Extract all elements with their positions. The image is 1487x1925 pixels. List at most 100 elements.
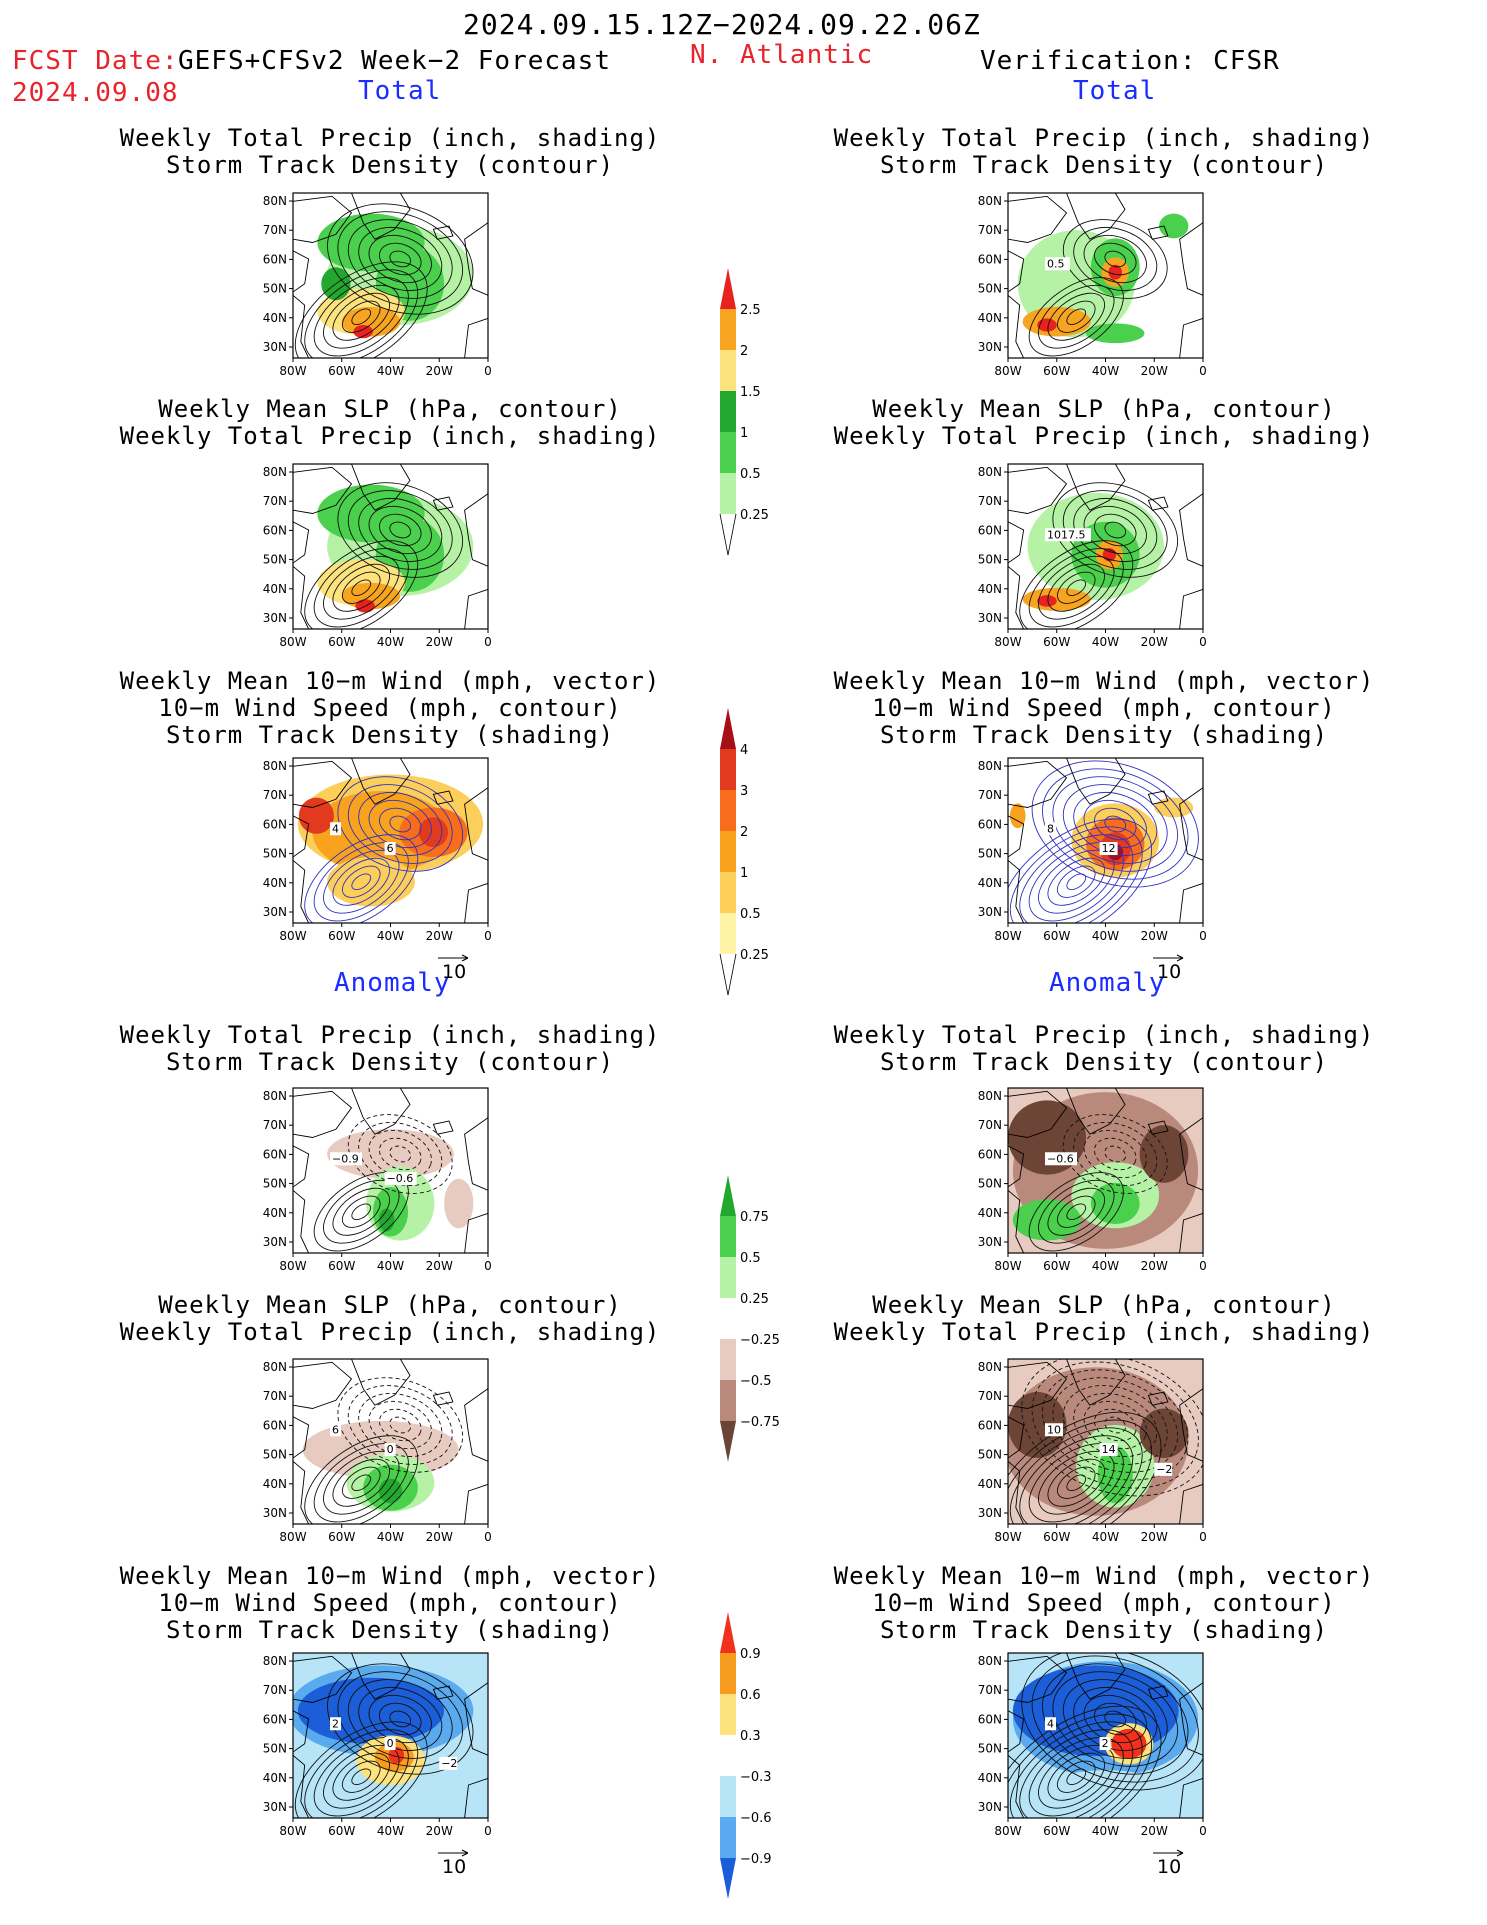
contour-line xyxy=(1008,1705,1162,1818)
lon-tick-label: 0 xyxy=(1199,635,1207,649)
title-line: Storm Track Density (contour) xyxy=(165,151,615,179)
shading-blob xyxy=(298,797,334,834)
total-label-left: Total xyxy=(358,76,442,106)
lon-tick-label: 20W xyxy=(426,364,453,378)
lat-tick-label: 70N xyxy=(263,1683,287,1697)
contour-line xyxy=(1066,873,1087,891)
lat-tick-label: 80N xyxy=(263,194,287,208)
coastline xyxy=(1147,1391,1169,1406)
coastline xyxy=(1008,294,1025,358)
colorbar-segment xyxy=(720,1298,736,1339)
contour-line xyxy=(327,1663,474,1775)
shading-blob xyxy=(1090,1182,1140,1225)
lon-tick-label: 0 xyxy=(484,1824,492,1838)
title-p12: Weekly Mean 10−m Wind (mph, vector) 10−m… xyxy=(804,1563,1404,1644)
contour-line xyxy=(379,513,422,547)
title-line: 10−m Wind Speed (mph, contour) xyxy=(872,694,1336,722)
lat-tick-label: 70N xyxy=(263,494,287,508)
coastline xyxy=(293,1655,353,1703)
contour-line xyxy=(1062,1385,1168,1465)
contour-label: 0.5 xyxy=(1047,257,1065,270)
lat-tick-label: 30N xyxy=(263,611,287,625)
title-line: Weekly Total Precip (inch, shading) xyxy=(119,1318,661,1346)
total-label-right: Total xyxy=(1073,76,1157,106)
contour-label-bg xyxy=(384,1443,396,1457)
lat-tick-label: 80N xyxy=(978,1360,1002,1374)
contour-line xyxy=(389,521,412,539)
vector-reference-label: 10 xyxy=(1157,961,1181,983)
lon-tick-label: 20W xyxy=(426,635,453,649)
lon-tick-label: 20W xyxy=(1141,1259,1168,1273)
contour-line xyxy=(1094,807,1137,841)
coastline xyxy=(293,195,353,243)
vector-reference: 10 xyxy=(1153,1849,1184,1878)
contour-line xyxy=(337,1671,464,1767)
contour-line xyxy=(389,1710,412,1728)
title-line: Storm Track Density (shading) xyxy=(165,721,615,749)
title-line: Weekly Total Precip (inch, shading) xyxy=(833,1021,1375,1049)
coastline xyxy=(293,859,310,923)
coastline xyxy=(1179,787,1203,861)
coastline xyxy=(293,1754,310,1818)
fcst-date-label: FCST Date: xyxy=(12,46,179,76)
lat-tick-label: 40N xyxy=(978,582,1002,596)
lon-tick-label: 20W xyxy=(1141,364,1168,378)
contour-line xyxy=(1083,505,1147,555)
colorbar-label: −0.6 xyxy=(740,1811,772,1826)
contour-line xyxy=(1056,1466,1096,1499)
coastline xyxy=(1147,790,1169,805)
contour-label: 6 xyxy=(387,842,394,855)
colorbar-label: −0.9 xyxy=(740,1852,772,1867)
coastline xyxy=(432,1685,454,1700)
map-panel-p7: 80N 70N 60N 50N 40N 30N 80W 60W 40W 20W 0 −0.9 −0.6 xyxy=(263,1087,492,1273)
contour-line xyxy=(1062,784,1168,864)
contour-line xyxy=(332,563,390,612)
map-content xyxy=(293,464,488,629)
lat-tick-label: 40N xyxy=(263,1206,287,1220)
contour-line xyxy=(1104,1145,1127,1163)
contour-line xyxy=(313,277,409,357)
lat-tick-label: 60N xyxy=(263,1147,287,1161)
lon-tick-label: 60W xyxy=(328,1259,355,1273)
contour-label-bg xyxy=(1045,1423,1063,1437)
coastline xyxy=(1008,1754,1025,1818)
lat-tick-label: 80N xyxy=(978,1089,1002,1103)
coastline xyxy=(293,1189,310,1253)
lat-tick-label: 60N xyxy=(263,252,287,266)
map-panel-p2: 80N 70N 60N 50N 40N 30N 80W 60W 40W 20W 0 0.5 xyxy=(978,192,1207,378)
contour-line xyxy=(1042,1369,1189,1481)
colorbar-label: 0.75 xyxy=(740,1210,769,1225)
contour-label-bg xyxy=(1045,1152,1077,1166)
contour-line xyxy=(1056,1195,1096,1228)
contour-line xyxy=(379,1137,422,1171)
colorbar-label: 3 xyxy=(740,784,748,799)
colorbar-segment xyxy=(720,790,736,831)
contour-line xyxy=(347,1679,453,1759)
contour-line xyxy=(1066,1203,1087,1221)
colorbar-segment xyxy=(720,350,736,391)
anomaly-label-left: Anomaly xyxy=(334,968,451,998)
lat-tick-label: 50N xyxy=(978,1742,1002,1756)
lat-tick-label: 80N xyxy=(263,1089,287,1103)
colorbar-label: 1.5 xyxy=(740,385,761,400)
contour-line xyxy=(347,1114,453,1194)
coastline xyxy=(293,294,310,358)
title-p3: Weekly Mean SLP (hPa, contour) Weekly To… xyxy=(90,396,690,450)
lat-tick-label: 30N xyxy=(263,340,287,354)
contour-line xyxy=(389,250,412,268)
contour-line xyxy=(1056,865,1096,898)
contour-line xyxy=(332,1458,390,1507)
title-line: Storm Track Density (contour) xyxy=(165,1048,615,1076)
map-panel-p5: 80N 70N 60N 50N 40N 30N 80W 60W 40W 20W 0 4 6 xyxy=(263,757,492,943)
colorbar-segment xyxy=(720,1339,736,1380)
contour-line xyxy=(1056,1760,1096,1793)
contour-line xyxy=(347,784,453,864)
contour-line xyxy=(1104,1416,1127,1434)
coastline xyxy=(351,1653,411,1700)
coastline xyxy=(1147,1120,1169,1135)
lat-tick-label: 60N xyxy=(978,252,1002,266)
contour-line xyxy=(304,540,419,629)
title-line: Storm Track Density (shading) xyxy=(879,721,1329,749)
vector-reference-label: 10 xyxy=(442,1856,466,1878)
lat-tick-label: 40N xyxy=(978,311,1002,325)
